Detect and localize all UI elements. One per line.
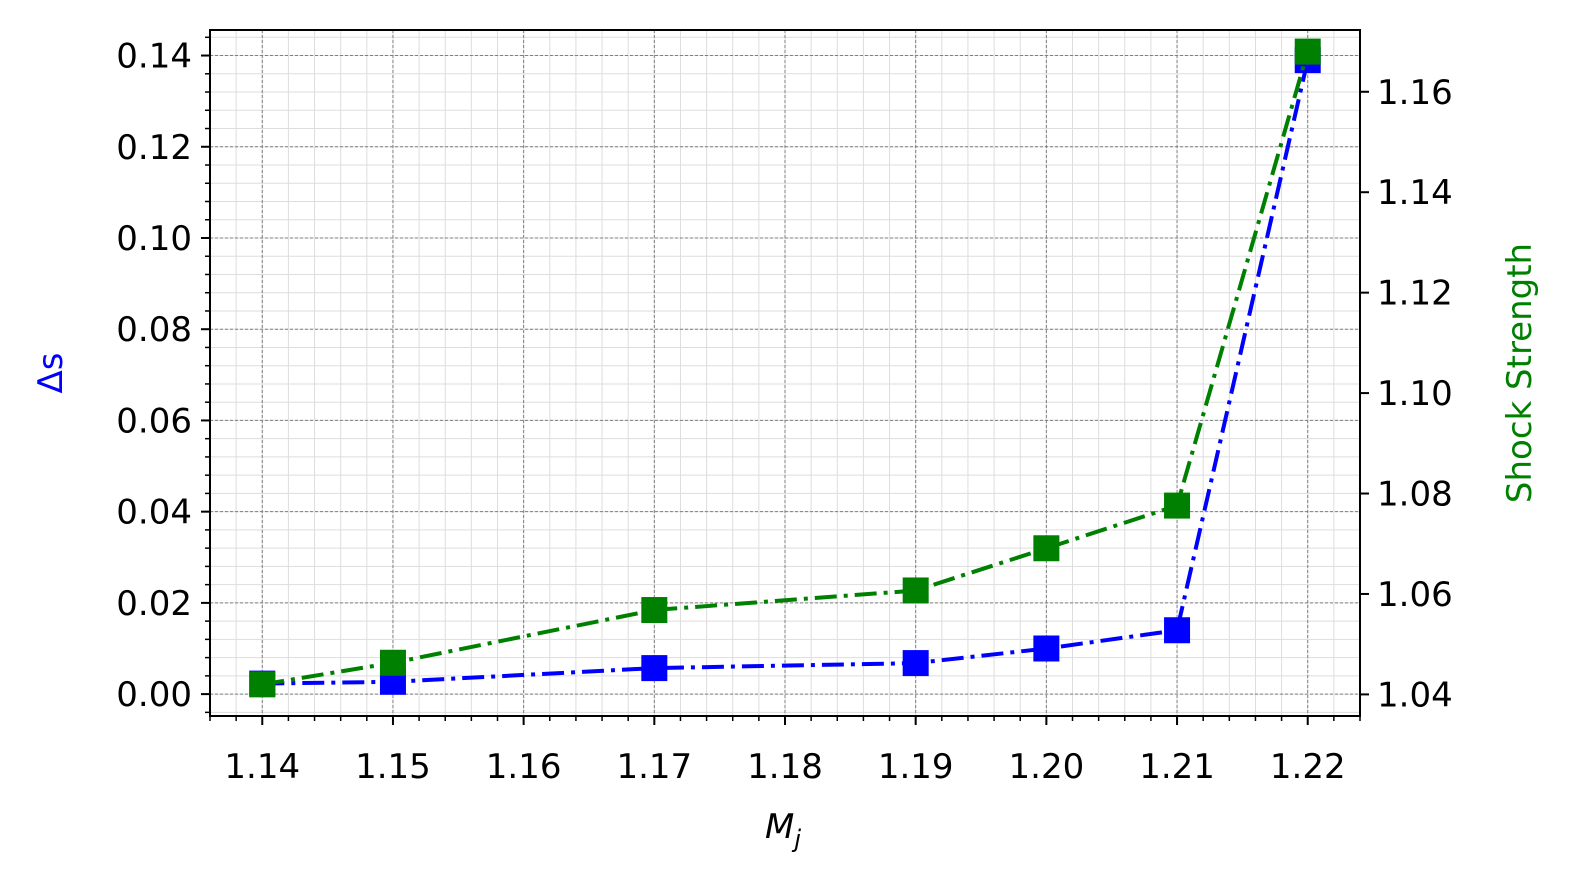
right-tick-label: 1.14	[1377, 173, 1453, 213]
left-y-axis: 0.00 0.02 0.04 0.06 0.08 0.10 0.12 0.14	[116, 37, 210, 715]
series-marker-right	[379, 649, 406, 676]
series-marker-left	[641, 655, 668, 682]
left-tick-label: 0.02	[116, 584, 192, 624]
x-tick-label: 1.15	[355, 747, 431, 787]
x-axis-title-main: M	[765, 807, 794, 847]
series-marker-right	[641, 597, 668, 624]
series-marker-left	[902, 650, 929, 677]
left-tick-label: 0.12	[116, 128, 192, 168]
x-axis-title-subscript: j	[791, 825, 801, 853]
x-tick-label: 1.19	[878, 747, 954, 787]
x-tick-label: 1.17	[616, 747, 692, 787]
left-tick-label: 0.00	[116, 675, 192, 715]
series-marker-right	[1294, 38, 1321, 65]
right-tick-label: 1.06	[1377, 575, 1453, 615]
right-tick-label: 1.16	[1377, 73, 1453, 113]
series-marker-left	[1164, 617, 1191, 644]
x-axis: 1.14 1.15 1.16 1.17 1.18 1.19 1.20 1.21 1.22	[209, 716, 1361, 787]
x-tick-label: 1.22	[1270, 747, 1346, 787]
right-y-axis-title: Shock Strength	[1500, 243, 1540, 503]
series-marker-right	[1033, 535, 1060, 562]
right-tick-label: 1.10	[1377, 374, 1453, 414]
right-tick-label: 1.12	[1377, 274, 1453, 314]
right-y-axis: 1.04 1.06 1.08 1.10 1.12 1.14 1.16	[1360, 73, 1453, 715]
x-tick-label: 1.21	[1139, 747, 1215, 787]
left-tick-label: 0.04	[116, 493, 192, 533]
series-marker-left	[1033, 635, 1060, 662]
left-tick-label: 0.08	[116, 310, 192, 350]
left-y-axis-title: Δs	[31, 353, 71, 394]
right-tick-label: 1.04	[1377, 675, 1453, 715]
x-tick-label: 1.20	[1009, 747, 1085, 787]
x-tick-label: 1.16	[486, 747, 562, 787]
series-marker-right	[249, 671, 276, 698]
left-tick-label: 0.10	[116, 219, 192, 259]
series-marker-right	[1164, 492, 1191, 519]
x-tick-label: 1.18	[747, 747, 823, 787]
x-axis-title: Mj	[765, 807, 801, 853]
series-marker-right	[902, 577, 929, 604]
series-layer	[249, 38, 1321, 698]
right-tick-label: 1.08	[1377, 475, 1453, 515]
x-tick-label: 1.14	[224, 747, 300, 787]
left-tick-label: 0.06	[116, 401, 192, 441]
left-tick-label: 0.14	[116, 37, 192, 77]
